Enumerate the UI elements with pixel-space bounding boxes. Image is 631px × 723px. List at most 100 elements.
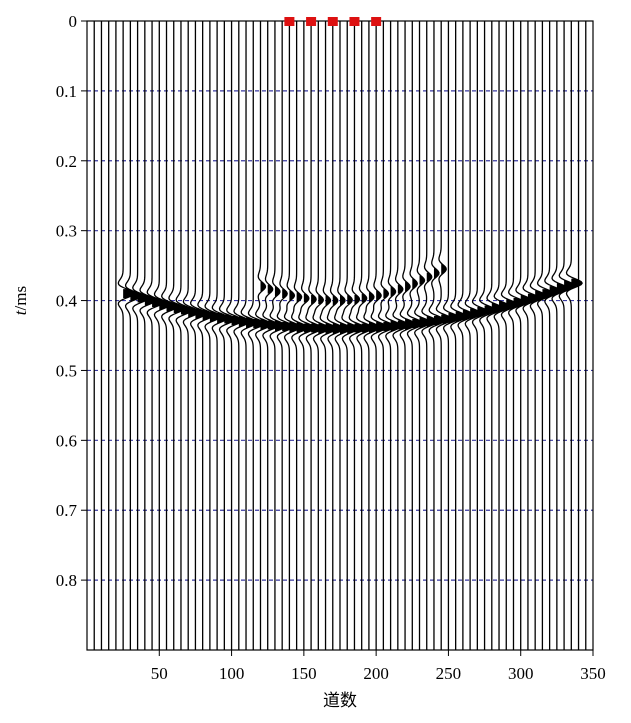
source-marker-2 (327, 17, 338, 26)
y-axis-title-italic: t (11, 309, 30, 315)
trace-180 (341, 21, 359, 650)
trace-265 (464, 21, 482, 650)
trace-130 (269, 21, 287, 650)
trace-195 (363, 21, 381, 650)
trace-290 (500, 21, 518, 650)
trace-fill-245 (441, 263, 453, 324)
trace-40 (139, 21, 157, 650)
source-marker-0 (284, 17, 295, 26)
y-axis-ticks: 0 0.1 0.2 0.3 0.4 0.5 0.6 0.7 0.8 (56, 12, 87, 590)
trace-75 (189, 21, 207, 650)
trace-95 (218, 21, 236, 650)
trace-55 (161, 21, 178, 650)
x-tick-label-3: 200 (363, 664, 389, 683)
y-tick-label-5: 0.5 (56, 361, 77, 380)
trace-210 (385, 21, 402, 650)
trace-185 (348, 21, 367, 650)
trace-255 (450, 21, 468, 650)
trace-65 (175, 21, 193, 650)
trace-155 (305, 21, 323, 650)
trace-330 (558, 21, 576, 650)
source-marker-3 (349, 17, 360, 26)
trace-285 (493, 21, 511, 650)
trace-315 (536, 21, 555, 650)
trace-245 (435, 21, 453, 650)
trace-125 (262, 21, 280, 650)
trace-230 (414, 21, 431, 650)
trace-235 (421, 21, 439, 650)
trace-220 (399, 21, 417, 650)
trace-135 (276, 21, 294, 650)
trace-110 (240, 21, 258, 650)
trace-145 (291, 21, 309, 650)
trace-150 (298, 21, 316, 650)
trace-240 (428, 21, 446, 650)
y-tick-label-3: 0.3 (56, 222, 77, 241)
trace-70 (182, 21, 200, 650)
trace-50 (153, 21, 171, 650)
x-tick-label-5: 300 (508, 664, 534, 683)
trace-190 (355, 21, 374, 650)
y-tick-label-2: 0.2 (56, 152, 77, 171)
trace-35 (132, 21, 150, 650)
trace-215 (392, 21, 410, 650)
trace-175 (334, 21, 352, 650)
x-axis-title: 道数 (323, 691, 357, 710)
plot-frame (86, 20, 594, 651)
source-marker-1 (306, 17, 317, 26)
trace-300 (515, 21, 532, 650)
trace-90 (211, 21, 229, 650)
x-tick-label-6: 350 (580, 664, 606, 683)
trace-250 (442, 21, 460, 650)
trace-295 (507, 21, 526, 650)
trace-fill-180 (347, 295, 359, 334)
trace-fill-300 (520, 295, 532, 306)
y-tick-label-0: 0 (69, 12, 78, 31)
trace-fill-30 (130, 290, 141, 302)
trace-105 (233, 21, 251, 650)
trace-275 (479, 21, 497, 650)
trace-25 (117, 21, 135, 650)
x-axis-ticks: 50 100 150 200 250 300 350 (151, 650, 606, 683)
y-axis-title-rest: /ms (11, 286, 30, 311)
trace-120 (255, 21, 272, 650)
trace-320 (544, 21, 562, 650)
trace-85 (204, 21, 222, 650)
x-tick-label-0: 50 (151, 664, 168, 683)
trace-170 (326, 21, 345, 650)
trace-160 (312, 21, 330, 650)
trace-205 (377, 21, 395, 650)
y-tick-label-7: 0.7 (56, 501, 78, 520)
trace-200 (370, 21, 388, 650)
trace-140 (283, 21, 301, 650)
trace-260 (457, 21, 475, 650)
trace-fill-160 (318, 295, 330, 334)
trace-165 (319, 21, 338, 650)
y-tick-label-6: 0.6 (56, 431, 77, 450)
trace-270 (471, 21, 489, 650)
trace-30 (124, 21, 142, 650)
trace-45 (146, 21, 164, 650)
y-tick-label-4: 0.4 (56, 292, 78, 311)
x-tick-label-4: 250 (436, 664, 462, 683)
trace-60 (168, 21, 186, 650)
trace-305 (522, 21, 540, 650)
trace-280 (486, 21, 504, 650)
trace-115 (247, 21, 265, 650)
y-tick-label-8: 0.8 (56, 571, 77, 590)
y-axis-title: t/ms (11, 286, 30, 315)
y-tick-label-1: 0.1 (56, 82, 77, 101)
trace-fill-310 (535, 290, 546, 302)
trace-100 (226, 21, 244, 650)
trace-310 (529, 21, 547, 650)
source-markers (284, 17, 382, 26)
x-tick-label-2: 150 (291, 664, 317, 683)
trace-225 (406, 21, 424, 650)
source-marker-4 (371, 17, 382, 26)
x-tick-label-1: 100 (219, 664, 245, 683)
trace-325 (551, 21, 569, 650)
trace-335 (565, 21, 583, 650)
wiggle-traces (93, 21, 587, 650)
